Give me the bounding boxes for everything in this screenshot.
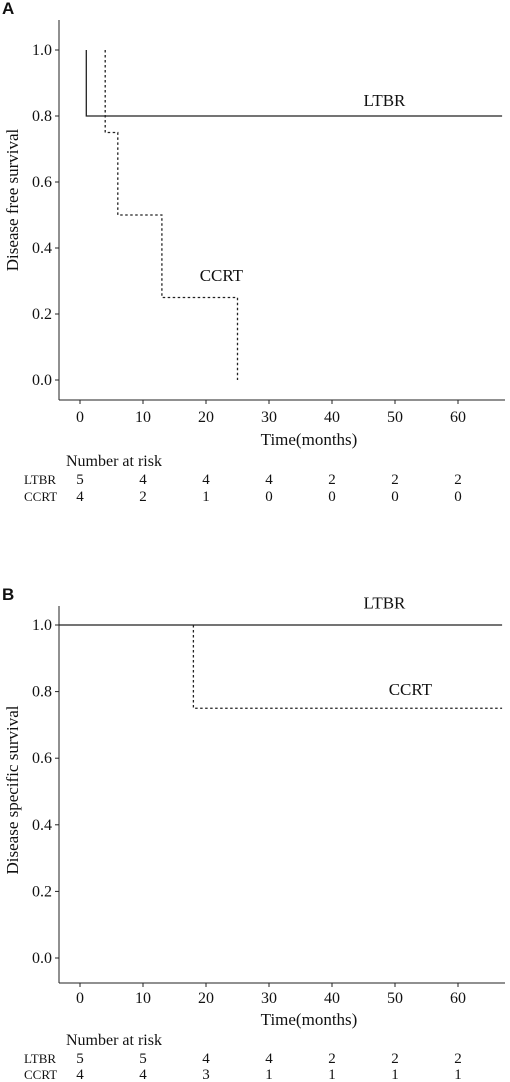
x-tick-label: 10: [135, 990, 151, 1007]
y-tick-label: 0.4: [32, 817, 52, 834]
x-tick-label: 50: [387, 990, 403, 1007]
risk-value: 1: [454, 1067, 462, 1082]
x-axis-label: Time(months): [261, 430, 358, 449]
risk-table-title: Number at risk: [66, 1032, 162, 1049]
x-tick-label: 30: [261, 990, 277, 1007]
y-tick-label: 1.0: [32, 617, 52, 634]
risk-value: 1: [202, 489, 210, 505]
y-tick-label: 1.0: [32, 42, 52, 59]
panel-letter: A: [2, 0, 14, 18]
risk-value: 5: [76, 472, 84, 488]
series-label-ltbr: LTBR: [364, 91, 407, 110]
risk-value: 1: [265, 1067, 273, 1082]
risk-value: 1: [391, 1067, 399, 1082]
risk-value: 0: [328, 489, 336, 505]
x-axis-label: Time(months): [261, 1010, 358, 1029]
y-tick-label: 0.0: [32, 372, 52, 389]
risk-value: 2: [328, 472, 336, 488]
y-tick-label: 0.8: [32, 108, 52, 125]
y-tick-label: 0.6: [32, 750, 52, 767]
y-tick-label: 0.0: [32, 950, 52, 967]
y-axis-label: Disease specific survival: [3, 705, 22, 874]
risk-value: 4: [76, 489, 84, 505]
x-tick-label: 30: [261, 409, 277, 426]
panel-letter: B: [2, 585, 14, 604]
risk-value: 2: [391, 472, 399, 488]
risk-value: 2: [454, 472, 462, 488]
risk-row-name: CCRT: [24, 489, 57, 504]
x-tick-label: 60: [450, 409, 466, 426]
risk-row-name: LTBR: [24, 1051, 56, 1066]
series-label-ccrt: CCRT: [200, 266, 244, 285]
x-tick-label: 40: [324, 990, 340, 1007]
risk-value: 4: [139, 472, 147, 488]
risk-value: 2: [391, 1051, 399, 1067]
x-tick-label: 50: [387, 409, 403, 426]
y-tick-label: 0.4: [32, 240, 52, 257]
x-tick-label: 20: [198, 990, 214, 1007]
y-tick-label: 0.2: [32, 883, 52, 900]
series-label-ccrt: CCRT: [389, 680, 433, 699]
risk-value: 2: [328, 1051, 336, 1067]
risk-value: 4: [76, 1067, 84, 1082]
risk-value: 4: [265, 1051, 273, 1067]
series-line-ccrt: [192, 625, 503, 709]
x-tick-label: 0: [76, 409, 84, 426]
risk-row-name: LTBR: [24, 472, 56, 487]
risk-value: 5: [139, 1051, 147, 1067]
risk-value: 0: [454, 489, 462, 505]
x-tick-label: 60: [450, 990, 466, 1007]
risk-value: 2: [454, 1051, 462, 1067]
risk-value: 2: [139, 489, 147, 505]
risk-value: 0: [265, 489, 273, 505]
series-label-ltbr: LTBR: [364, 593, 407, 612]
series-line-ccrt: [104, 50, 239, 380]
risk-value: 4: [265, 472, 273, 488]
risk-value: 0: [391, 489, 399, 505]
risk-value: 4: [139, 1067, 147, 1082]
risk-value: 3: [202, 1067, 210, 1082]
risk-value: 1: [328, 1067, 336, 1082]
y-axis-label: Disease free survival: [3, 128, 22, 271]
x-tick-label: 40: [324, 409, 340, 426]
risk-value: 5: [76, 1051, 84, 1067]
risk-value: 4: [202, 1051, 210, 1067]
panel-A: A0.00.20.40.60.81.00 10 20 30 40 50 60Time(mon…: [2, 0, 505, 505]
y-tick-label: 0.8: [32, 684, 52, 701]
risk-row-name: CCRT: [24, 1067, 57, 1082]
y-tick-label: 0.2: [32, 306, 52, 323]
x-tick-label: 20: [198, 409, 214, 426]
risk-value: 4: [202, 472, 210, 488]
y-tick-label: 0.6: [32, 174, 52, 191]
risk-table-title: Number at risk: [66, 453, 162, 470]
series-line-ltbr: [85, 50, 503, 117]
panel-B: B 0.0 0.2 0.4 0.6 0.8 1.0 0 10 20 30 40 50 60 Time(mon…: [2, 585, 505, 1082]
x-tick-label: 0: [76, 990, 84, 1007]
x-tick-label: 10: [135, 409, 151, 426]
